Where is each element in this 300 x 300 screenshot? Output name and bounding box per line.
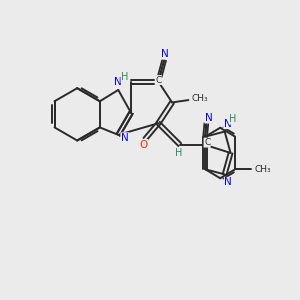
Text: H: H [229,114,237,124]
Text: O: O [140,140,148,149]
Text: CH₃: CH₃ [255,165,272,174]
Text: H: H [175,148,182,158]
Text: N: N [121,133,129,143]
Text: CH₃: CH₃ [192,94,208,103]
Text: N: N [161,49,169,59]
Text: C: C [204,138,210,147]
Text: N: N [224,118,232,128]
Text: H: H [121,73,128,82]
Text: N: N [205,113,213,123]
Text: N: N [114,77,122,87]
Text: N: N [224,177,232,188]
Text: C: C [155,76,161,85]
